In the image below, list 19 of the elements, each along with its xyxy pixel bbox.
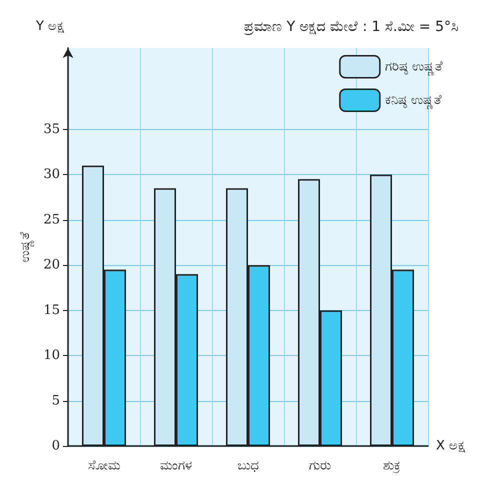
- y-axis-title: ಉಷ್ಣತೆ: [18, 232, 34, 262]
- y-tick-label: 30: [43, 167, 60, 182]
- y-tick-label: 20: [43, 258, 60, 273]
- legend-label: ಗರಿಷ್ಠ ಉಷ್ಣತೆ: [384, 59, 444, 76]
- x-tick-label: ಶುಕ್ರ: [383, 458, 401, 474]
- text: ಪ್ರಮಾಣ Y ಅಕ್ಷದ ಮೇಲೆ : 1 ಸೆ.ಮೀ = 5°ಸಿ: [243, 19, 458, 35]
- legend-label: ಕನಿಷ್ಠ ಉಷ್ಣತೆ: [384, 92, 442, 109]
- y-tick-label: 25: [43, 212, 60, 228]
- y-tick-label: 0: [52, 438, 60, 454]
- x-tick-label: ಸೋಮ: [88, 458, 120, 474]
- y-tick-label: 15: [43, 302, 60, 318]
- x-tick-label: ಮಂಗಳ: [160, 458, 192, 474]
- x-tick-label: ಬುಧ: [238, 458, 258, 474]
- x-tick-label: ಗುರು: [309, 458, 331, 474]
- y-tick-label: 10: [43, 348, 60, 364]
- y-tick-label: 35: [43, 122, 60, 137]
- y-tick-label: 5: [52, 393, 60, 408]
- x-axis-title: X ಅಕ್ಷ: [436, 438, 466, 454]
- text: Y ಅಕ್ಷ: [35, 19, 66, 34]
